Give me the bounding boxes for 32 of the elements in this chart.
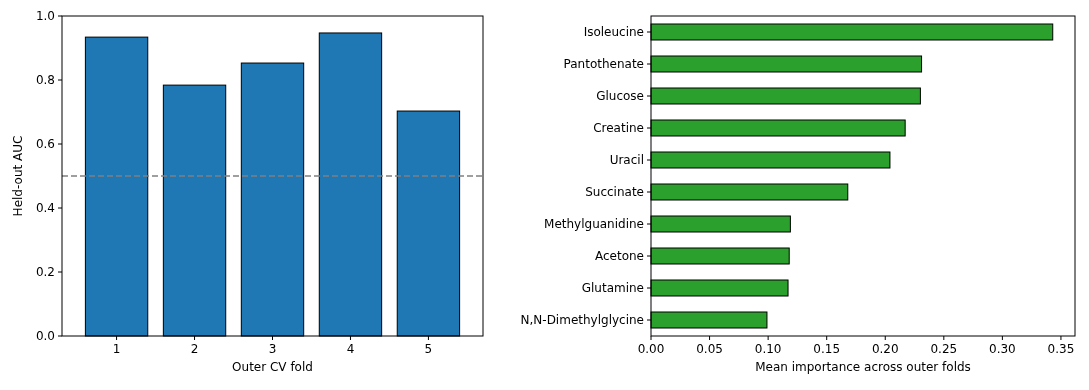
y-tick-label: Isoleucine (583, 25, 644, 40)
x-tick-label: 1 (112, 342, 121, 356)
y-tick-label: 0.8 (35, 73, 55, 88)
x-tick-label: 0.35 (1047, 342, 1075, 356)
y-tick-label: 0.0 (35, 329, 55, 344)
x-tick-label: 0.25 (930, 342, 958, 356)
x-tick-label: 0.05 (696, 342, 723, 356)
y-tick-label: Pantothenate (563, 57, 644, 72)
x-tick-label: 0.20 (871, 342, 899, 356)
y-tick-label: 0.6 (35, 137, 55, 152)
x-tick-label: 3 (268, 342, 277, 356)
x-tick-label: 5 (424, 342, 433, 356)
x-tick-label: 0.00 (637, 342, 665, 356)
x-axis-title: Outer CV fold (232, 360, 313, 374)
y-tick-label: 1.0 (35, 9, 55, 24)
y-tick-label: Acetone (594, 249, 644, 264)
x-axis-title: Mean importance across outer folds (755, 360, 971, 374)
y-tick-label: Methylguanidine (544, 217, 644, 232)
y-tick-label: Glutamine (581, 281, 644, 296)
y-tick-label: Glucose (596, 89, 644, 104)
x-tick-label: 0.30 (989, 342, 1016, 356)
y-tick-label: N,N-Dimethylglycine (520, 313, 644, 328)
x-tick-label: 0.15 (813, 342, 841, 356)
y-tick-label: Uracil (609, 153, 644, 168)
y-tick-label: Succinate (585, 185, 644, 200)
y-tick-label: Creatine (593, 121, 644, 136)
x-tick-label: 2 (190, 342, 199, 356)
x-tick-label: 4 (346, 342, 355, 356)
y-tick-label: 0.2 (35, 265, 55, 280)
y-tick-label: 0.4 (35, 201, 55, 216)
y-axis-title: Held-out AUC (11, 135, 25, 217)
x-tick-label: 0.10 (754, 342, 782, 356)
